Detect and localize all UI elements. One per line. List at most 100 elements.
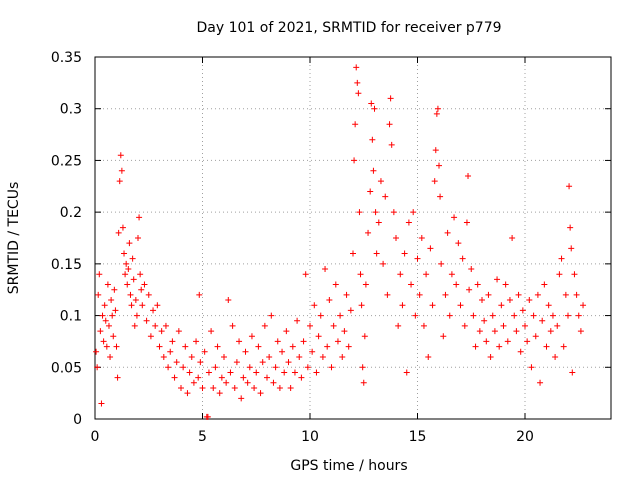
- data-point: [238, 395, 245, 402]
- data-point: [369, 136, 376, 143]
- data-point: [139, 302, 146, 309]
- data-point: [395, 322, 402, 329]
- data-point: [107, 353, 114, 360]
- data-point: [242, 348, 249, 355]
- data-point: [522, 322, 528, 329]
- data-point: [300, 338, 307, 345]
- y-tick-label: 0: [73, 412, 82, 428]
- data-point: [160, 353, 167, 360]
- data-point: [496, 343, 503, 350]
- data-point: [474, 281, 481, 288]
- data-point: [519, 307, 526, 314]
- axis-ticks: 0 5 10 15 20 0 0.05 0.1 0.15 0.2 0.25 0.3 0.35: [51, 50, 611, 445]
- data-point: [440, 333, 447, 340]
- x-axis-label: GPS time / hours: [290, 458, 407, 474]
- data-point: [210, 384, 217, 391]
- data-point: [466, 286, 473, 293]
- data-point: [105, 322, 112, 329]
- y-tick-label: 0.25: [51, 153, 82, 169]
- data-point: [414, 255, 421, 262]
- y-tick-label: 0.05: [51, 360, 82, 376]
- data-point: [465, 172, 472, 179]
- data-point: [373, 250, 380, 257]
- data-point: [423, 271, 430, 278]
- data-point: [221, 353, 227, 360]
- data-point: [380, 260, 387, 267]
- data-point: [298, 374, 305, 381]
- data-point: [468, 266, 475, 273]
- data-point: [390, 209, 397, 216]
- data-point: [167, 348, 174, 355]
- data-point: [193, 338, 200, 345]
- data-point: [109, 312, 116, 319]
- data-point: [119, 224, 126, 231]
- data-point: [353, 64, 360, 71]
- x-tick-label: 0: [91, 429, 100, 445]
- data-point: [431, 178, 438, 185]
- data-point: [448, 271, 455, 278]
- grid: [95, 57, 611, 419]
- data-point: [152, 322, 159, 329]
- data-point: [112, 307, 119, 314]
- data-point: [476, 328, 483, 335]
- data-point: [255, 343, 262, 350]
- data-point: [361, 333, 368, 340]
- data-point: [111, 286, 118, 293]
- data-point: [326, 297, 333, 304]
- data-point: [143, 317, 150, 324]
- data-point: [575, 312, 582, 319]
- data-point: [489, 312, 496, 319]
- data-point: [511, 312, 518, 319]
- data-point: [371, 105, 378, 112]
- data-point: [268, 312, 275, 319]
- y-tick-label: 0.35: [51, 50, 82, 66]
- data-point: [125, 266, 132, 273]
- data-point: [367, 188, 374, 195]
- data-point: [118, 167, 125, 174]
- data-point: [296, 353, 303, 360]
- data-point: [104, 281, 111, 288]
- data-points: [93, 64, 587, 420]
- data-point: [552, 353, 559, 360]
- data-point: [253, 369, 260, 376]
- data-point: [356, 209, 363, 216]
- data-point: [158, 328, 165, 335]
- data-point: [332, 281, 339, 288]
- y-tick-label: 0.15: [51, 257, 82, 273]
- data-point: [573, 291, 580, 298]
- data-point: [429, 302, 436, 309]
- chart-title: Day 101 of 2021, SRMTID for receiver p77…: [196, 20, 501, 36]
- data-point: [556, 271, 563, 278]
- data-point: [99, 312, 106, 319]
- data-point: [135, 235, 141, 241]
- data-point: [304, 364, 311, 371]
- data-point: [580, 302, 587, 309]
- x-tick-label: 15: [409, 429, 427, 445]
- data-point: [236, 338, 243, 345]
- data-point: [410, 209, 417, 216]
- data-point: [307, 322, 313, 329]
- data-point: [368, 100, 375, 107]
- data-point: [289, 343, 296, 350]
- data-point: [302, 271, 309, 278]
- data-point: [577, 328, 584, 335]
- data-point: [251, 384, 258, 391]
- data-point: [131, 322, 138, 329]
- data-point: [309, 348, 316, 355]
- data-point: [463, 219, 470, 226]
- data-point: [133, 312, 140, 319]
- data-point: [184, 390, 191, 397]
- data-point: [437, 193, 444, 200]
- data-point: [141, 281, 148, 288]
- data-point: [506, 297, 513, 304]
- data-point: [504, 338, 511, 345]
- data-point: [403, 369, 410, 376]
- data-point: [408, 281, 415, 288]
- data-point: [121, 250, 128, 257]
- data-point: [240, 374, 247, 381]
- data-point: [196, 291, 203, 298]
- data-point: [427, 245, 434, 252]
- data-point: [436, 162, 442, 169]
- data-point: [455, 240, 462, 247]
- data-point: [562, 291, 569, 298]
